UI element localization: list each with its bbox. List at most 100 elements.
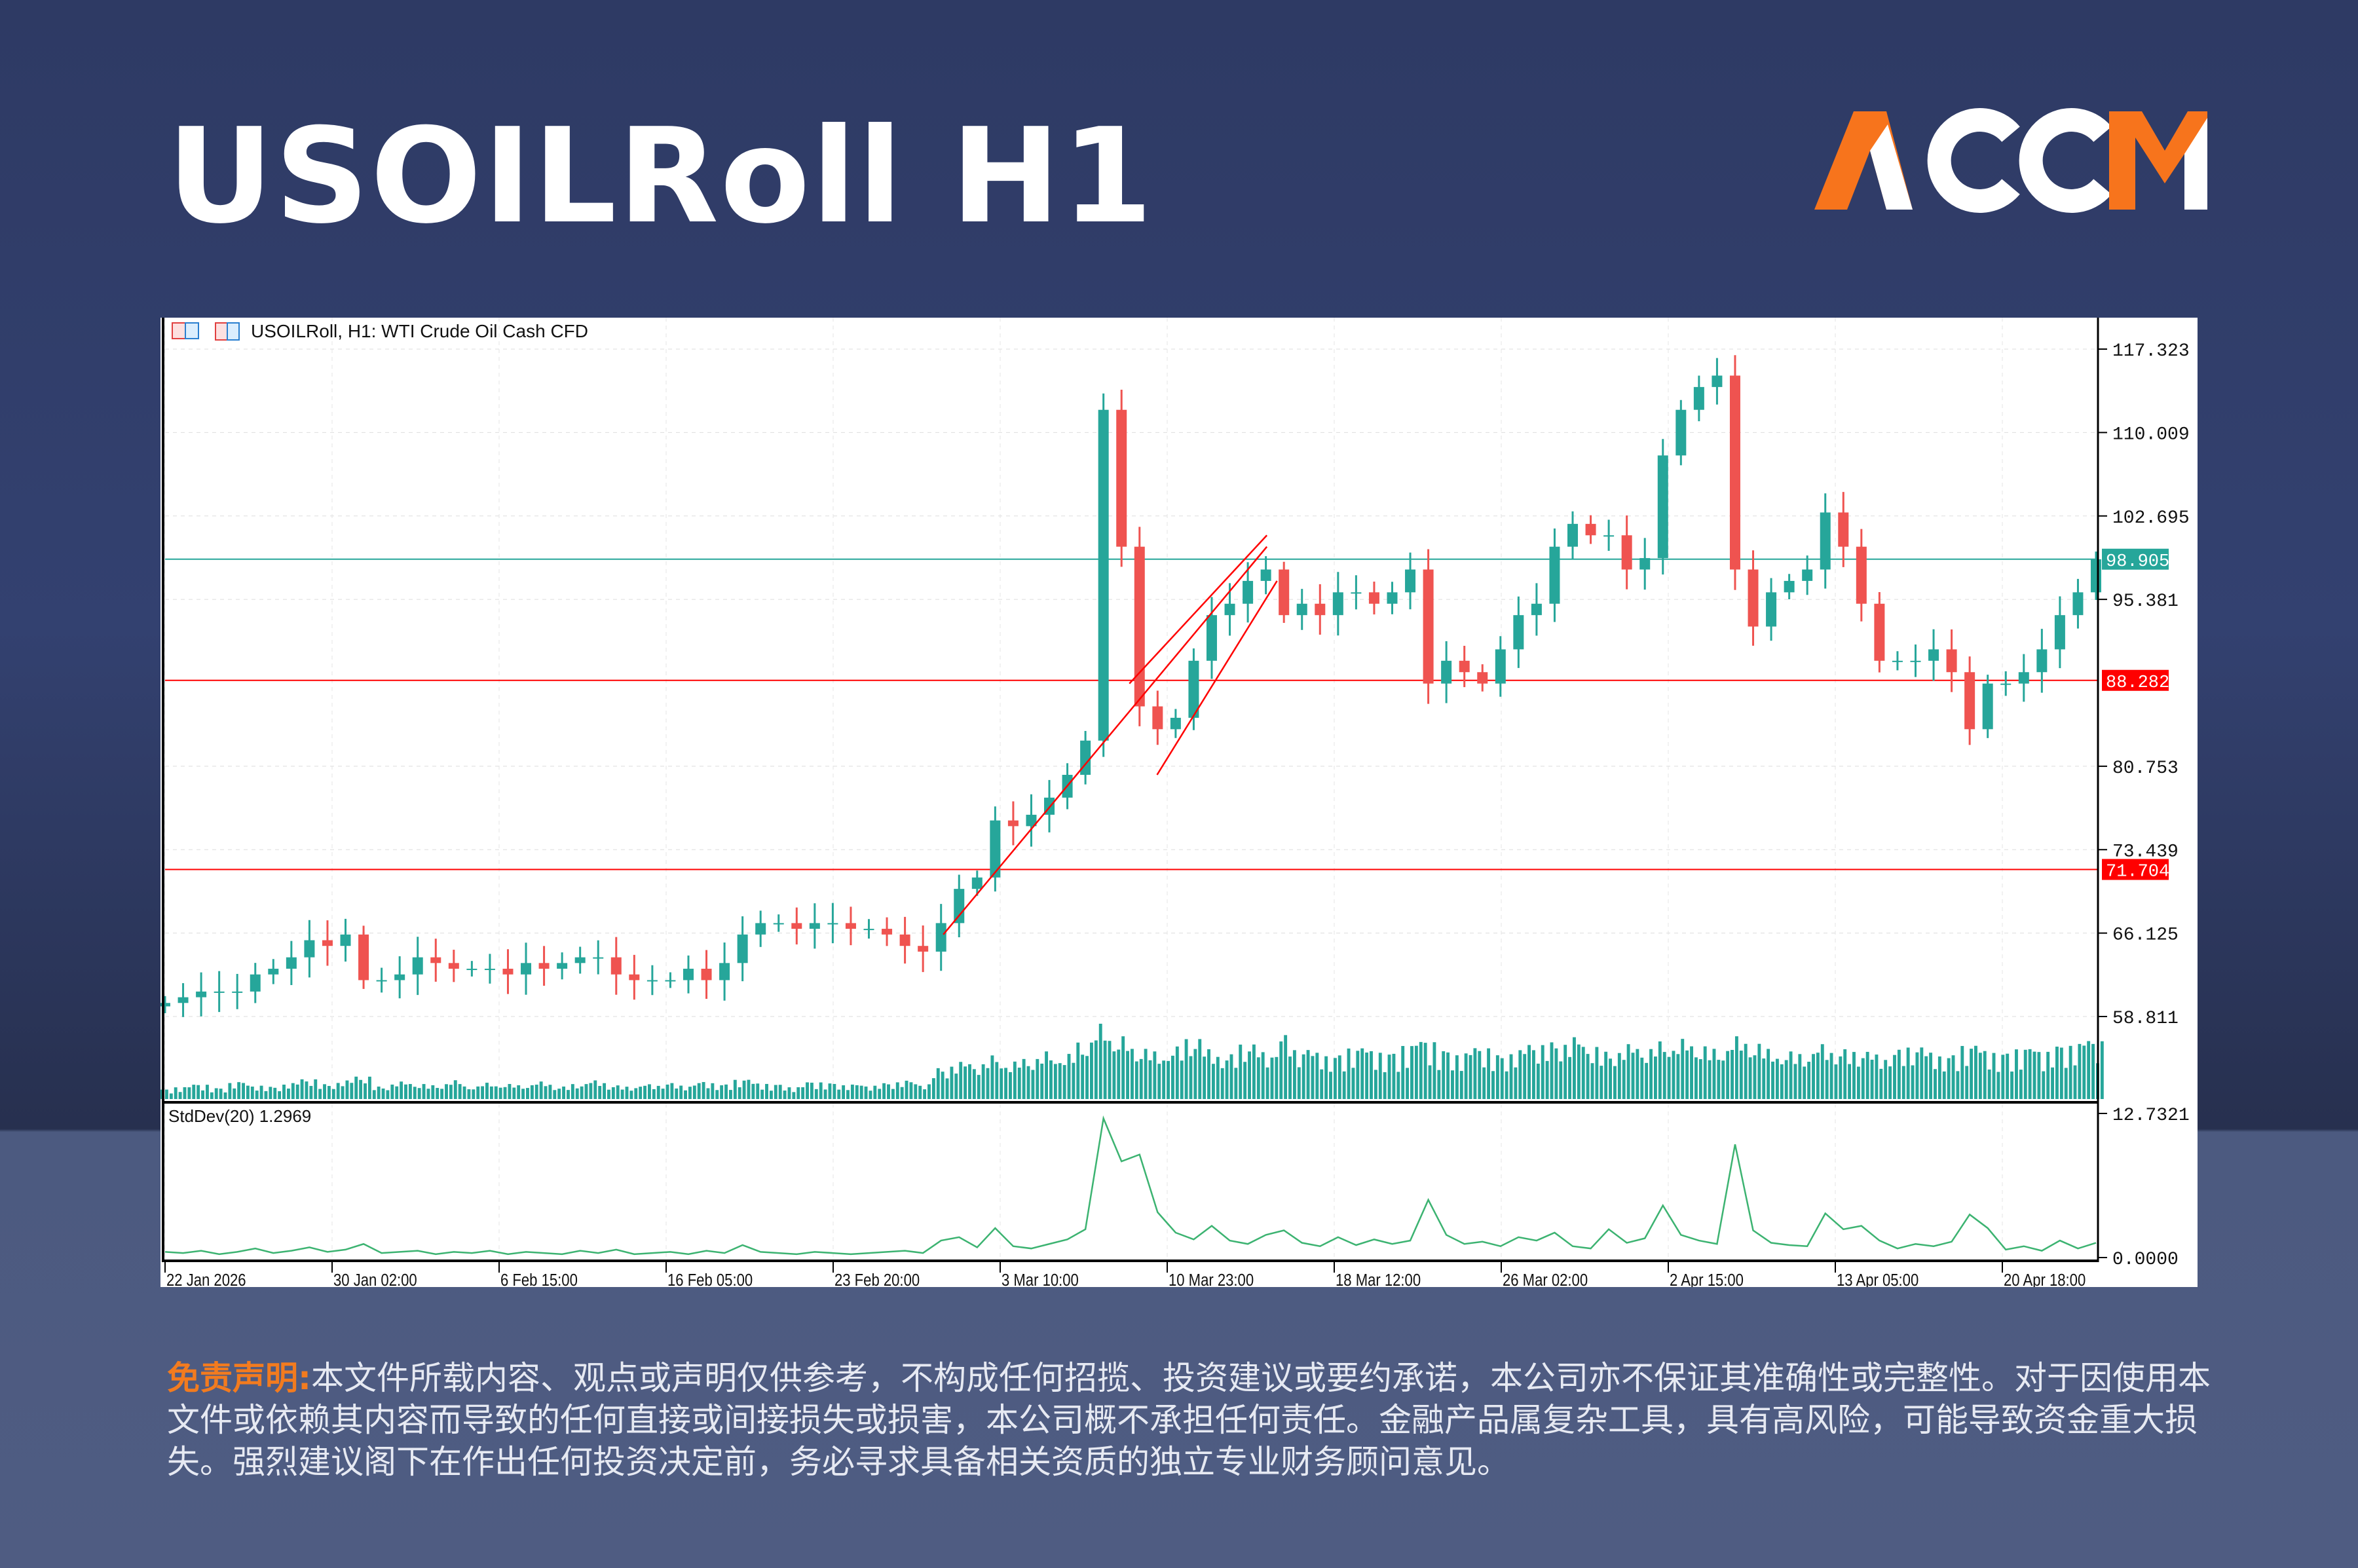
- volume-bar: [1698, 1059, 1702, 1099]
- volume-bar: [467, 1089, 471, 1099]
- volume-bar: [1983, 1051, 1987, 1099]
- volume-bar: [381, 1088, 385, 1099]
- volume-bar: [1518, 1050, 1522, 1099]
- volume-bar: [1031, 1070, 1035, 1099]
- volume-bar: [1324, 1056, 1328, 1099]
- candle-body: [1495, 649, 1506, 684]
- volume-bar: [720, 1085, 724, 1099]
- volume-bar: [494, 1086, 498, 1099]
- volume-bar: [481, 1086, 485, 1099]
- volume-bar: [765, 1083, 768, 1099]
- volume-bar: [314, 1079, 318, 1099]
- price-chart[interactable]: 117.323 110.009 102.695 95.381 80.753 73.439 6…: [160, 318, 2198, 1287]
- candle-body: [610, 957, 622, 975]
- volume-bar: [783, 1091, 787, 1099]
- volume-bar: [692, 1085, 696, 1099]
- volume-bar: [323, 1084, 326, 1099]
- x-tick-label: 26 Mar 02:00: [1503, 1271, 1588, 1287]
- volume-bar: [1757, 1043, 1761, 1099]
- volume-bar: [2059, 1047, 2063, 1099]
- volume-bar: [1062, 1065, 1066, 1099]
- y-tick-label: 102.695: [2112, 508, 2190, 529]
- volume-bar: [377, 1086, 381, 1099]
- volume-bar: [1550, 1042, 1554, 1099]
- candle-body: [322, 940, 333, 946]
- candle-body: [593, 957, 604, 959]
- candle-body: [773, 923, 784, 925]
- volume-bar: [453, 1080, 457, 1099]
- candle-body: [1928, 649, 1939, 661]
- volume-bar: [2100, 1041, 2104, 1099]
- volume-bar: [842, 1085, 846, 1099]
- volume-bar: [611, 1087, 615, 1099]
- volume-bar: [806, 1082, 809, 1099]
- volume-bar: [1252, 1044, 1256, 1099]
- volume-bar: [1270, 1057, 1274, 1099]
- volume-bar: [174, 1087, 178, 1099]
- candle-body: [1603, 535, 1615, 537]
- volume-bar: [1473, 1048, 1477, 1099]
- volume-bar: [1198, 1039, 1202, 1099]
- volume-bar: [1478, 1051, 1482, 1099]
- volume-bar: [1072, 1062, 1076, 1099]
- y-tick-label: 80.753: [2112, 758, 2179, 779]
- volume-bar: [1820, 1044, 1824, 1099]
- volume-bar: [548, 1085, 552, 1099]
- volume-bar: [855, 1085, 859, 1099]
- volume-bar: [1712, 1049, 1716, 1099]
- volume-bar: [1577, 1044, 1581, 1099]
- volume-bar: [1762, 1058, 1766, 1099]
- volume-bar: [796, 1087, 800, 1099]
- volume-bar: [2019, 1070, 2023, 1099]
- volume-bar: [237, 1082, 241, 1099]
- volume-bar: [165, 1089, 168, 1099]
- volume-bar: [1897, 1049, 1901, 1099]
- volume-bar: [1672, 1051, 1675, 1099]
- volume-bar: [259, 1085, 263, 1099]
- x-tick-label: 10 Mar 23:00: [1169, 1271, 1254, 1287]
- candle-body: [1621, 535, 1632, 570]
- volume-bar: [603, 1083, 607, 1099]
- volume-bar: [882, 1083, 886, 1099]
- volume-bar: [733, 1079, 737, 1099]
- volume-bar: [336, 1083, 340, 1099]
- volume-bar: [814, 1089, 818, 1099]
- volume-bar: [684, 1090, 687, 1099]
- volume-bar: [2037, 1052, 2041, 1099]
- volume-bar: [774, 1085, 777, 1099]
- volume-bar: [927, 1084, 931, 1099]
- volume-bar: [1406, 1068, 1410, 1099]
- candle-body: [629, 974, 640, 980]
- volume-bar: [1396, 1072, 1400, 1099]
- volume-bar: [269, 1087, 272, 1099]
- volume-bar: [1590, 1063, 1594, 1099]
- volume-bar: [345, 1080, 349, 1099]
- y-tick-label: 117.323: [2112, 341, 2190, 362]
- volume-bar: [981, 1064, 985, 1099]
- volume-bar: [652, 1089, 656, 1099]
- candle-body: [1513, 615, 1524, 650]
- candle-body: [1892, 660, 1903, 662]
- volume-bar: [2073, 1065, 2077, 1099]
- volume-bar: [891, 1089, 895, 1099]
- x-tick-label: 16 Feb 05:00: [667, 1271, 753, 1287]
- price-level-label: 98.905: [2106, 552, 2169, 572]
- volume-bar: [1947, 1058, 1951, 1099]
- volume-bar: [1058, 1063, 1062, 1099]
- volume-bar: [1045, 1051, 1049, 1099]
- volume-bar: [1076, 1042, 1080, 1099]
- chart-panel[interactable]: 117.323 110.009 102.695 95.381 80.753 73.439 6…: [160, 318, 2198, 1287]
- candle-body: [882, 929, 893, 935]
- volume-bar: [751, 1083, 755, 1099]
- candle-body: [250, 974, 261, 992]
- volume-bar: [1978, 1053, 1982, 1099]
- candle-body: [178, 997, 189, 1003]
- candle-body: [466, 969, 477, 971]
- volume-bar: [2087, 1041, 2091, 1099]
- volume-bar: [679, 1085, 683, 1099]
- volume-bar: [250, 1086, 254, 1099]
- volume-bar: [1744, 1043, 1748, 1099]
- volume-bar: [1081, 1055, 1085, 1099]
- volume-bar: [2046, 1051, 2050, 1099]
- volume-bar: [210, 1092, 214, 1099]
